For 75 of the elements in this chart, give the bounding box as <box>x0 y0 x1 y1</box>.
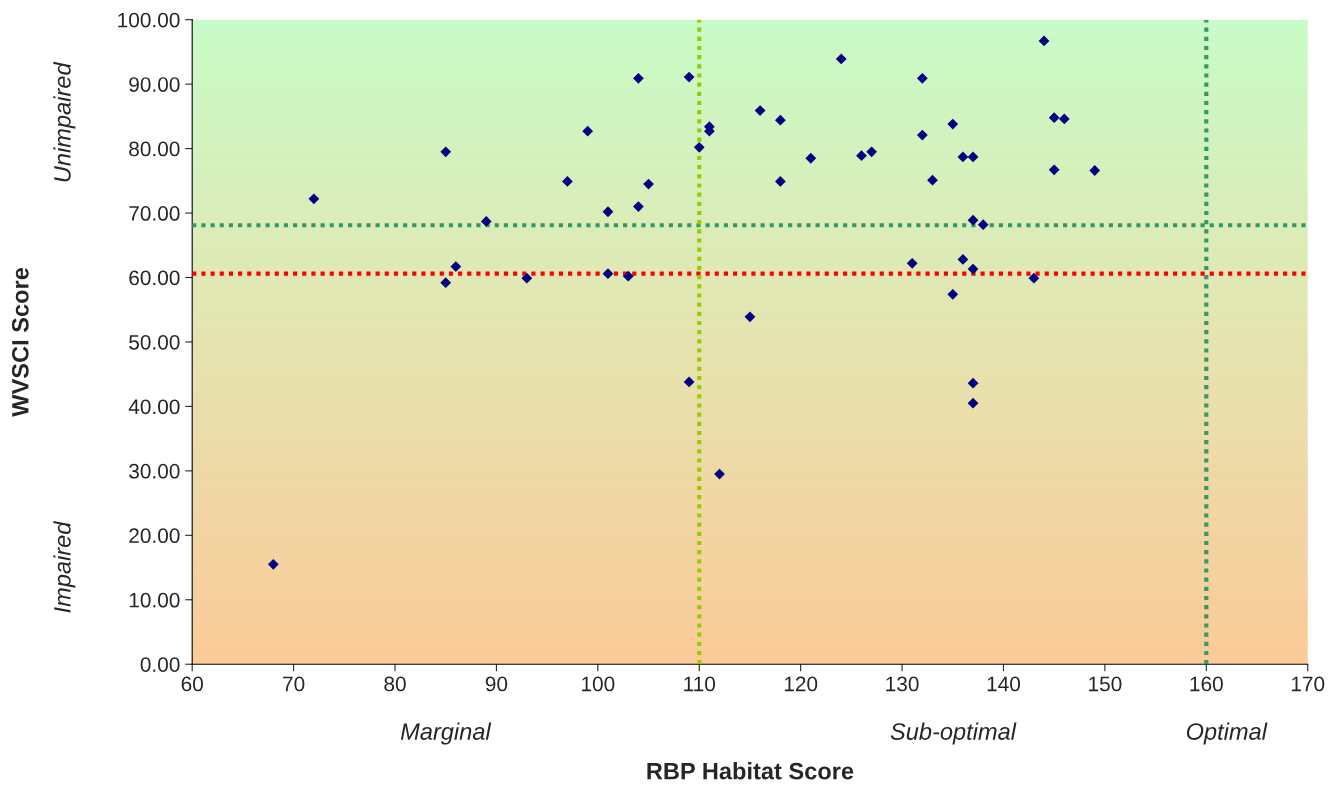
y-tick-label: 100.00 <box>118 12 180 28</box>
point <box>967 377 979 389</box>
point <box>947 118 959 130</box>
point <box>957 151 969 163</box>
point <box>602 268 614 280</box>
point <box>1028 272 1040 284</box>
text: Optimal <box>1186 722 1268 745</box>
y-tick-label: 70.00 <box>129 206 180 221</box>
point <box>480 216 492 227</box>
point <box>1048 164 1060 176</box>
point <box>967 397 979 409</box>
y-tick-label: 30.00 <box>129 463 180 479</box>
point <box>521 272 533 284</box>
point <box>967 151 979 163</box>
point <box>1058 113 1070 125</box>
x-tick-label: 70 <box>283 676 305 692</box>
x-tick-label: 110 <box>684 676 716 692</box>
x-tick-label: 130 <box>886 676 919 692</box>
point <box>967 263 979 275</box>
point <box>1048 112 1060 124</box>
point <box>856 150 867 162</box>
point <box>927 174 938 186</box>
y-tick-label: 60.00 <box>129 270 180 286</box>
point <box>622 270 634 282</box>
y-tick-label: 50.00 <box>129 334 180 350</box>
point <box>967 214 979 226</box>
x-tick-label: 120 <box>784 676 818 692</box>
x-tick-label: 60 <box>181 676 203 692</box>
point <box>916 129 928 141</box>
text: Sub-optimal <box>890 722 1017 745</box>
x-tick-label: 150 <box>1089 676 1122 692</box>
point <box>835 53 847 65</box>
y-tick-label: 90.00 <box>129 77 180 92</box>
point <box>866 146 878 158</box>
point <box>633 201 644 212</box>
point <box>582 125 594 137</box>
point <box>633 72 644 84</box>
point <box>1089 165 1101 176</box>
y-tick-label: 80.00 <box>129 141 180 157</box>
point <box>267 558 279 570</box>
point <box>775 114 786 126</box>
x-axis-title: RBP Habitat Score <box>647 762 854 780</box>
point <box>947 288 959 300</box>
point <box>1038 35 1050 47</box>
x-tick-label: 160 <box>1190 676 1223 692</box>
y-tick-label: 0.00 <box>140 657 180 672</box>
point <box>450 261 462 272</box>
point <box>977 219 989 231</box>
x-tick-label: 170 <box>1291 676 1325 692</box>
y-tick-label: 40.00 <box>128 399 180 415</box>
point <box>957 254 969 265</box>
point <box>906 257 918 269</box>
x-tick-label: 80 <box>384 676 406 692</box>
point <box>602 206 614 218</box>
point <box>693 141 705 153</box>
point <box>440 277 452 289</box>
point <box>775 176 786 187</box>
y-tick-label: 20.00 <box>129 528 180 544</box>
point <box>308 193 320 205</box>
x-tick-label: 100 <box>582 676 615 692</box>
text: Unimpaired <box>53 61 76 182</box>
point <box>754 105 766 116</box>
y-axis-title: WVSCI Score <box>11 267 29 417</box>
y-tick-label: 10.00 <box>129 592 180 608</box>
point <box>805 152 817 164</box>
x-tick-label: 140 <box>987 676 1021 692</box>
point <box>916 72 928 84</box>
x-tick-label: 90 <box>485 676 508 692</box>
point <box>683 71 695 83</box>
point <box>683 376 695 388</box>
text: Marginal <box>400 722 492 745</box>
text: Impaired <box>53 520 76 613</box>
point <box>440 146 452 158</box>
point <box>562 176 573 187</box>
point <box>744 311 756 323</box>
